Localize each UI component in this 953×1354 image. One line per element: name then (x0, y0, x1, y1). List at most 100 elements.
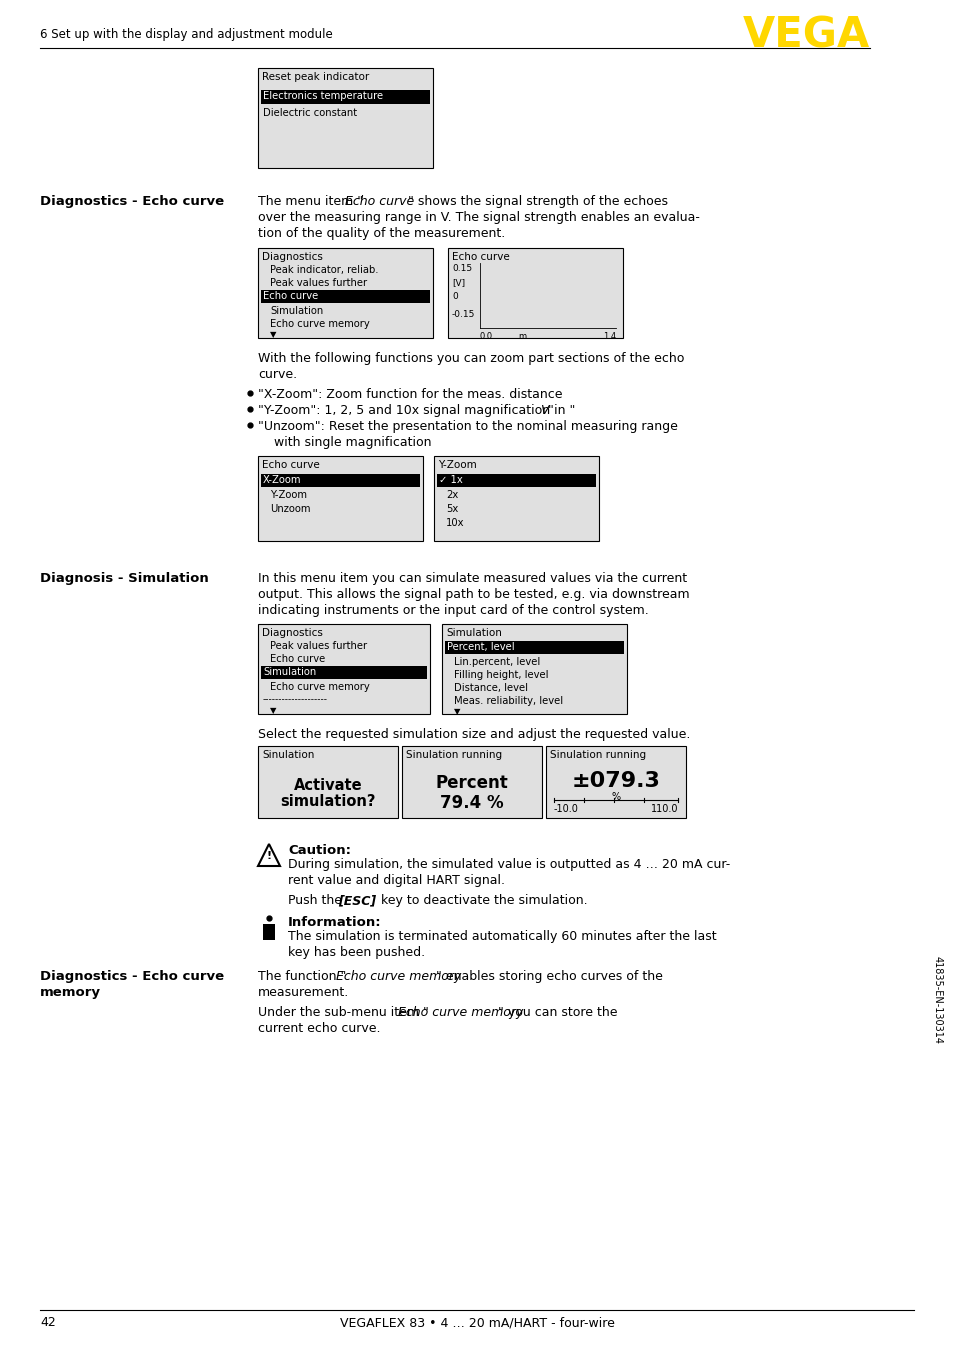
Text: Reset peak indicator: Reset peak indicator (262, 72, 369, 83)
Text: Push the: Push the (288, 894, 346, 907)
Text: output. This allows the signal path to be tested, e.g. via downstream: output. This allows the signal path to b… (257, 588, 689, 601)
Text: 0.15: 0.15 (452, 264, 472, 274)
Bar (434, 456, 598, 542)
Text: Unzoom: Unzoom (270, 504, 310, 515)
Text: Diagnostics - Echo curve: Diagnostics - Echo curve (40, 969, 224, 983)
Text: Y-Zoom: Y-Zoom (437, 460, 476, 470)
Text: Sinulation running: Sinulation running (406, 750, 501, 760)
Text: The function ": The function " (257, 969, 346, 983)
Text: The menu item ": The menu item " (257, 195, 363, 209)
Bar (436, 474, 596, 487)
Text: !: ! (266, 852, 272, 861)
Bar (545, 746, 685, 818)
Text: ▼: ▼ (454, 707, 460, 716)
Text: Select the requested simulation size and adjust the requested value.: Select the requested simulation size and… (257, 728, 690, 741)
Text: %: % (611, 792, 619, 802)
Text: over the measuring range in V. The signal strength enables an evalua-: over the measuring range in V. The signa… (257, 211, 700, 223)
Text: Echo curve memory: Echo curve memory (270, 320, 370, 329)
Text: Peak values further: Peak values further (270, 278, 367, 288)
Text: Filling height, level: Filling height, level (454, 670, 548, 680)
Text: "Unzoom": Reset the presentation to the nominal measuring range: "Unzoom": Reset the presentation to the … (257, 420, 678, 433)
Bar (448, 248, 622, 338)
Text: ±079.3: ±079.3 (571, 770, 659, 791)
Bar (257, 248, 433, 338)
Bar (444, 640, 623, 654)
Text: X-Zoom: X-Zoom (263, 475, 301, 485)
Text: Echo curve: Echo curve (262, 460, 319, 470)
Text: Sinulation running: Sinulation running (550, 750, 645, 760)
Bar (401, 746, 541, 818)
Text: curve.: curve. (257, 368, 296, 380)
Text: Echo curve memory: Echo curve memory (397, 1006, 523, 1020)
Text: Peak indicator, reliab.: Peak indicator, reliab. (270, 265, 378, 275)
Text: " shows the signal strength of the echoes: " shows the signal strength of the echoe… (408, 195, 667, 209)
Text: 1.4: 1.4 (602, 332, 616, 341)
Text: Caution:: Caution: (288, 844, 351, 857)
Text: Diagnosis - Simulation: Diagnosis - Simulation (40, 571, 209, 585)
Text: Echo curve: Echo curve (270, 654, 325, 663)
Text: m: m (517, 332, 525, 341)
Text: Echo curve: Echo curve (452, 252, 509, 263)
Bar (261, 474, 419, 487)
Text: "Y-Zoom": 1, 2, 5 and 10x signal magnification in ": "Y-Zoom": 1, 2, 5 and 10x signal magnifi… (257, 403, 575, 417)
Text: Meas. reliability, level: Meas. reliability, level (454, 696, 562, 705)
Text: During simulation, the simulated value is outputted as 4 … 20 mA cur-: During simulation, the simulated value i… (288, 858, 729, 871)
Text: "X-Zoom": Zoom function for the meas. distance: "X-Zoom": Zoom function for the meas. di… (257, 389, 562, 401)
Text: 6 Set up with the display and adjustment module: 6 Set up with the display and adjustment… (40, 28, 333, 41)
Text: Lin.percent, level: Lin.percent, level (454, 657, 539, 668)
Text: The simulation is terminated automatically 60 minutes after the last: The simulation is terminated automatical… (288, 930, 716, 942)
Bar (261, 290, 430, 303)
Text: 41835-EN-130314: 41835-EN-130314 (932, 956, 942, 1044)
Text: " you can store the: " you can store the (497, 1006, 617, 1020)
Text: simulation?: simulation? (280, 793, 375, 808)
Text: Diagnostics: Diagnostics (262, 252, 322, 263)
Text: Echo curve memory: Echo curve memory (335, 969, 461, 983)
Text: Distance, level: Distance, level (454, 682, 527, 693)
Text: 5x: 5x (446, 504, 457, 515)
Text: 79.4 %: 79.4 % (439, 793, 503, 812)
Text: measurement.: measurement. (257, 986, 349, 999)
Text: VEGAFLEX 83 • 4 … 20 mA/HART - four-wire: VEGAFLEX 83 • 4 … 20 mA/HART - four-wire (339, 1316, 614, 1330)
Text: 42: 42 (40, 1316, 55, 1330)
Text: memory: memory (40, 986, 101, 999)
Text: current echo curve.: current echo curve. (257, 1022, 380, 1034)
Text: --------------------: -------------------- (263, 695, 328, 704)
Text: key has been pushed.: key has been pushed. (288, 946, 425, 959)
Text: Diagnostics - Echo curve: Diagnostics - Echo curve (40, 195, 224, 209)
Text: tion of the quality of the measurement.: tion of the quality of the measurement. (257, 227, 505, 240)
Text: " enables storing echo curves of the: " enables storing echo curves of the (436, 969, 662, 983)
Text: Percent: Percent (436, 774, 508, 792)
Text: [ESC]: [ESC] (337, 894, 375, 907)
Text: Under the sub-menu item ": Under the sub-menu item " (257, 1006, 429, 1020)
Text: V: V (539, 403, 548, 417)
Bar (261, 666, 427, 678)
Text: 110.0: 110.0 (650, 804, 678, 814)
Text: ▼: ▼ (270, 705, 276, 715)
Text: Percent, level: Percent, level (447, 642, 514, 653)
Text: 2x: 2x (446, 490, 457, 500)
Text: ✓ 1x: ✓ 1x (438, 475, 462, 485)
Text: Echo curve: Echo curve (345, 195, 414, 209)
Bar (257, 456, 422, 542)
Text: Simulation: Simulation (446, 628, 501, 638)
Bar (441, 624, 626, 714)
Text: ▼: ▼ (270, 330, 276, 338)
Text: Sinulation: Sinulation (262, 750, 314, 760)
Text: Electronics temperature: Electronics temperature (263, 91, 383, 102)
Text: [V]: [V] (452, 278, 465, 287)
Text: 0: 0 (452, 292, 457, 301)
Text: In this menu item you can simulate measured values via the current: In this menu item you can simulate measu… (257, 571, 686, 585)
Text: indicating instruments or the input card of the control system.: indicating instruments or the input card… (257, 604, 648, 617)
Text: ": " (547, 403, 554, 417)
Text: 0.0: 0.0 (479, 332, 493, 341)
Text: Y-Zoom: Y-Zoom (270, 490, 307, 500)
Bar (261, 89, 430, 104)
Text: -10.0: -10.0 (554, 804, 578, 814)
Text: Simulation: Simulation (270, 306, 323, 315)
Text: VEGA: VEGA (742, 15, 869, 57)
Text: Echo curve memory: Echo curve memory (270, 682, 370, 692)
Text: Diagnostics: Diagnostics (262, 628, 322, 638)
Text: Simulation: Simulation (263, 668, 315, 677)
Text: -0.15: -0.15 (452, 310, 475, 320)
Text: rent value and digital HART signal.: rent value and digital HART signal. (288, 873, 504, 887)
